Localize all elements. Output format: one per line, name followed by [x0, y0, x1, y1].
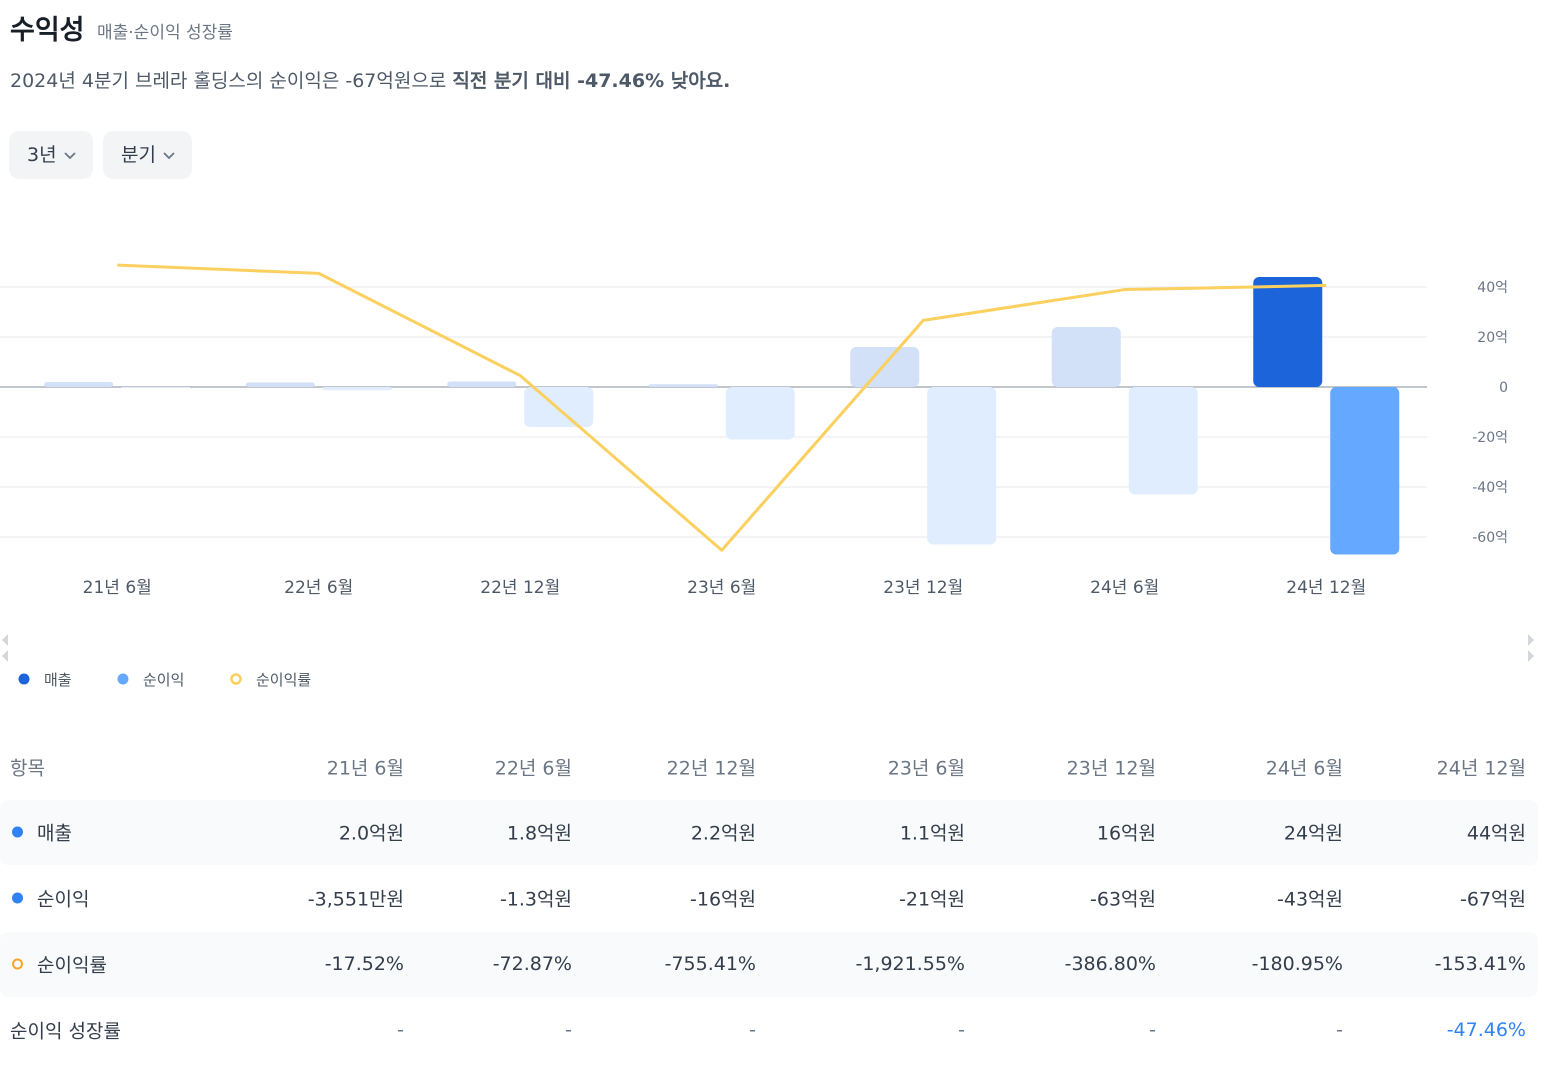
bar: [44, 382, 114, 387]
bar: [850, 347, 920, 387]
x-tick-label: 21년 6월: [83, 578, 152, 598]
legend-label: 매출: [44, 671, 72, 689]
table-cell: -755.41%: [664, 953, 756, 975]
chart: -60억 -40억 -20억 0 20억 40억 21년 6월 22년 6월 22년 12월 23…: [0, 263, 1534, 689]
row-band: [0, 800, 1538, 865]
y-tick-label: -60억: [1472, 530, 1508, 546]
legend-label: 순이익률: [256, 671, 311, 689]
y-tick-label: 40억: [1477, 280, 1508, 296]
table-header: 21년 6월: [326, 757, 404, 780]
table-cell: -17.52%: [324, 953, 404, 975]
table-cell: -1.3억원: [499, 888, 572, 911]
table-cell: 2.0억원: [338, 822, 404, 845]
row-band: [0, 932, 1538, 997]
scroll-left-arrow[interactable]: [2, 634, 8, 662]
table-cell: -1,921.55%: [855, 953, 965, 975]
table-header: 23년 12월: [1066, 757, 1156, 780]
legend-item: 매출: [18, 671, 72, 689]
summary: 2024년 4분기 브레라 홀딩스의 순이익은 -67억원으로 직전 분기 대비…: [10, 66, 730, 93]
period-dropdown[interactable]: 3년: [9, 131, 93, 179]
table-cell: -: [565, 1019, 572, 1041]
y-tick-label: -40억: [1472, 480, 1508, 496]
table-cell: 1.8억원: [506, 822, 572, 845]
bar: [1330, 387, 1400, 555]
legend-marker: [230, 673, 242, 685]
table-cell: -67억원: [1460, 888, 1526, 911]
row-label: 순이익률: [37, 954, 107, 977]
legend-label: 순이익: [143, 671, 184, 689]
row-label: 순이익: [37, 888, 90, 911]
row-label: 순이익 성장률: [10, 1020, 121, 1043]
table-cell: -: [958, 1019, 965, 1041]
table-cell: 2.2억원: [690, 822, 756, 845]
bar: [121, 387, 191, 388]
bar: [245, 382, 315, 387]
table-cell: 1.1억원: [899, 822, 965, 845]
table-header: 24년 12월: [1436, 757, 1526, 780]
table-cell: -3,551만원: [307, 888, 404, 911]
bar: [1128, 387, 1198, 495]
table-cell: -: [1149, 1019, 1156, 1041]
y-tick-label: -20억: [1472, 430, 1508, 446]
row-label: 매출: [37, 822, 72, 845]
chevron: [163, 151, 175, 159]
table-cell: -21억원: [899, 888, 965, 911]
chevron: [63, 151, 76, 159]
table-cell: -: [749, 1019, 756, 1041]
x-tick-label: 22년 6월: [284, 578, 353, 598]
table-cell: -: [397, 1019, 404, 1041]
table-cell: -153.41%: [1434, 953, 1526, 975]
section-subtitle: 매출·순이익 성장률: [97, 23, 233, 43]
bar: [648, 384, 718, 387]
table-cell: -63억원: [1090, 888, 1156, 911]
table-cell: -16억원: [690, 888, 756, 911]
bar: [927, 387, 997, 545]
table-cell: -47.46%: [1446, 1019, 1526, 1041]
section-title: 수익성: [10, 15, 85, 46]
row-marker: [12, 958, 23, 970]
table-cell: -72.87%: [492, 953, 572, 975]
dropdown-label: 분기: [121, 144, 156, 166]
summary-text: 2024년 4분기 브레라 홀딩스의 순이익은 -67억원으로: [10, 70, 453, 92]
table-header: 22년 6월: [494, 757, 572, 780]
legend-item: 순이익: [117, 671, 184, 689]
table-header: 항목: [10, 757, 45, 780]
margin-line: [117, 263, 1327, 552]
table-cell: -386.80%: [1064, 953, 1156, 975]
x-tick-label: 22년 12월: [480, 578, 560, 598]
row-marker: [12, 892, 23, 904]
table-cell: -43억원: [1277, 888, 1343, 911]
interval-dropdown[interactable]: 분기: [103, 131, 192, 179]
dropdown-label: 3년: [27, 144, 57, 166]
x-tick-label: 24년 6월: [1090, 578, 1159, 598]
legend-item: 순이익률: [230, 671, 311, 689]
bar: [1051, 327, 1121, 387]
x-tick-label: 23년 6월: [687, 578, 756, 598]
bar: [725, 387, 795, 440]
bar: [447, 381, 517, 387]
table-cell: -180.95%: [1251, 953, 1343, 975]
bar: [1253, 277, 1323, 387]
table-cell: -: [1336, 1019, 1343, 1041]
summary-emphasis: 직전 분기 대비 -47.46% 낮아요.: [452, 70, 731, 92]
table-header: 22년 12월: [666, 757, 756, 780]
legend-marker: [18, 673, 30, 685]
table-header: 23년 6월: [887, 757, 965, 780]
x-tick-label: 23년 12월: [883, 578, 963, 598]
y-tick-label: 20억: [1477, 330, 1508, 346]
row-marker: [12, 826, 23, 838]
legend-marker: [117, 673, 129, 685]
table-cell: 16억원: [1096, 822, 1156, 845]
table-cell: 44억원: [1466, 822, 1526, 845]
scroll-right-arrow[interactable]: [1528, 634, 1534, 662]
table-header: 24년 6월: [1265, 757, 1343, 780]
table-cell: 24억원: [1283, 822, 1343, 845]
bar: [322, 387, 392, 391]
x-tick-label: 24년 12월: [1286, 578, 1366, 598]
y-tick-label: 0: [1499, 380, 1508, 396]
